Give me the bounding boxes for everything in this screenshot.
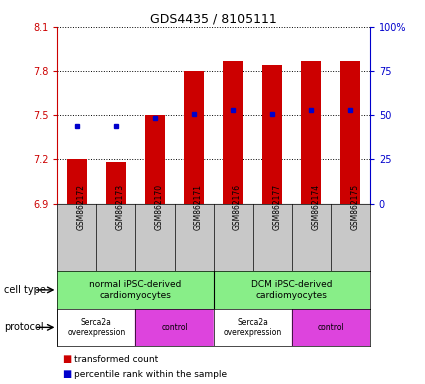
Text: normal iPSC-derived
cardiomyocytes: normal iPSC-derived cardiomyocytes [89,280,181,300]
Text: GSM862174: GSM862174 [311,184,320,230]
Text: cell type: cell type [4,285,46,295]
Bar [145,115,165,204]
Text: GSM862177: GSM862177 [272,184,281,230]
Text: transformed count: transformed count [74,354,159,364]
Text: GSM862175: GSM862175 [350,184,359,230]
Text: Serca2a
overexpression: Serca2a overexpression [67,318,125,337]
Text: protocol: protocol [4,322,44,333]
Bar [67,159,87,204]
Bar [57,309,136,346]
Bar [184,71,204,204]
Bar [301,61,321,204]
Text: control: control [161,323,188,332]
Text: DCM iPSC-derived
cardiomyocytes: DCM iPSC-derived cardiomyocytes [251,280,332,300]
Text: control: control [317,323,344,332]
Text: GSM862176: GSM862176 [233,184,242,230]
Title: GDS4435 / 8105111: GDS4435 / 8105111 [150,13,277,26]
Text: GSM862173: GSM862173 [116,184,125,230]
Bar [292,309,370,346]
Bar [136,309,213,346]
Bar [340,61,360,204]
Text: Serca2a
overexpression: Serca2a overexpression [224,318,282,337]
Bar [223,61,243,204]
Text: ■: ■ [62,369,71,379]
Text: ■: ■ [62,354,71,364]
Text: GSM862171: GSM862171 [194,184,203,230]
Text: GSM862172: GSM862172 [77,184,86,230]
Bar [106,162,126,204]
Text: percentile rank within the sample: percentile rank within the sample [74,370,227,379]
Bar [262,65,282,204]
Bar [213,309,292,346]
Text: GSM862170: GSM862170 [155,184,164,230]
